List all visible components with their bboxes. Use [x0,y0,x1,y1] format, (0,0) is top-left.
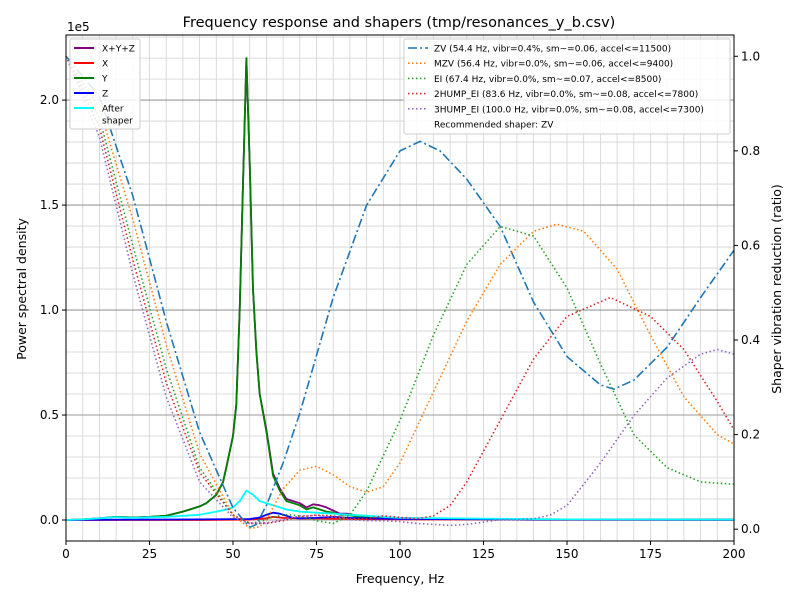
y2-tick-label: 0.4 [741,333,760,347]
legend-shapers-box [403,38,731,135]
y-offset-text: 1e5 [67,20,90,34]
x-tick-label: 50 [225,547,240,561]
plot-frame [65,34,735,542]
legend-shaper-label: ZV (54.4 Hz, vibr=0.4%, sm~=0.06, accel<… [434,45,671,55]
legend-shaper-label: EI (67.4 Hz, vibr=0.0%, sm~=0.07, accel<… [434,75,661,85]
x-tick-label: 75 [309,547,324,561]
plot-area [65,55,735,530]
legend-psd-label: X [102,60,108,70]
y2-tick-label: 1.0 [741,49,760,63]
x-tick-label: 200 [723,547,746,561]
legend-psd-label: After [102,105,124,115]
legend-shapers: ZV (54.4 Hz, vibr=0.4%, sm~=0.06, accel<… [403,38,731,135]
shaper-series-line-1 [65,55,735,530]
legend-psd-label: shaper [102,117,133,127]
y2-tick-label: 0.8 [741,144,760,158]
legend-shaper-label: 2HUMP_EI (83.6 Hz, vibr=0.0%, sm~=0.08, … [434,90,698,100]
y2-axis-label: Shaper vibration reduction (ratio) [769,184,784,394]
grid-lines [65,35,735,542]
legend-shaper-label: MZV (56.4 Hz, vibr=0.0%, sm~=0.06, accel… [434,60,673,70]
legend-psd: X+Y+Z XYZ After shaper [69,38,141,130]
y-axis-label: Power spectral density [14,218,29,360]
legend-psd-label: Y [101,75,108,85]
legend-psd-label: Z [102,90,108,100]
recommended-shaper-text: Recommended shaper: ZV [434,121,554,131]
y2-tick-label: 0.2 [741,428,760,442]
axis-ticks: 0 25 50 75 100 125 150 175 200 0.0 0.5 1.0 1.5 2.0 0.0… [40,49,760,561]
psd-series-line-4 [65,489,735,521]
x-tick-label: 0 [62,547,70,561]
x-tick-label: 150 [556,547,579,561]
y-tick-label: 0.0 [40,513,59,527]
y-tick-label: 0.5 [40,408,59,422]
y-tick-label: 2.0 [40,93,59,107]
chart-title: Frequency response and shapers (tmp/reso… [183,15,616,31]
y2-tick-label: 0.6 [741,238,760,252]
x-tick-label: 100 [389,547,412,561]
x-tick-label: 175 [639,547,662,561]
y-tick-label: 1.0 [40,303,59,317]
legend-psd-box [69,38,141,130]
legend-psd-label: X+Y+Z [102,45,135,55]
x-axis-label: Frequency, Hz [356,571,445,586]
shaper-series-line-2 [65,55,735,525]
shaper-series-line-4 [65,55,735,527]
y2-tick-label: 0.0 [741,522,760,536]
x-tick-label: 125 [472,547,495,561]
legend-shaper-label: 3HUMP_EI (100.0 Hz, vibr=0.0%, sm~=0.08,… [434,105,704,115]
shaper-series-line-3 [65,55,735,525]
x-tick-label: 25 [142,547,157,561]
y-tick-label: 1.5 [40,198,59,212]
